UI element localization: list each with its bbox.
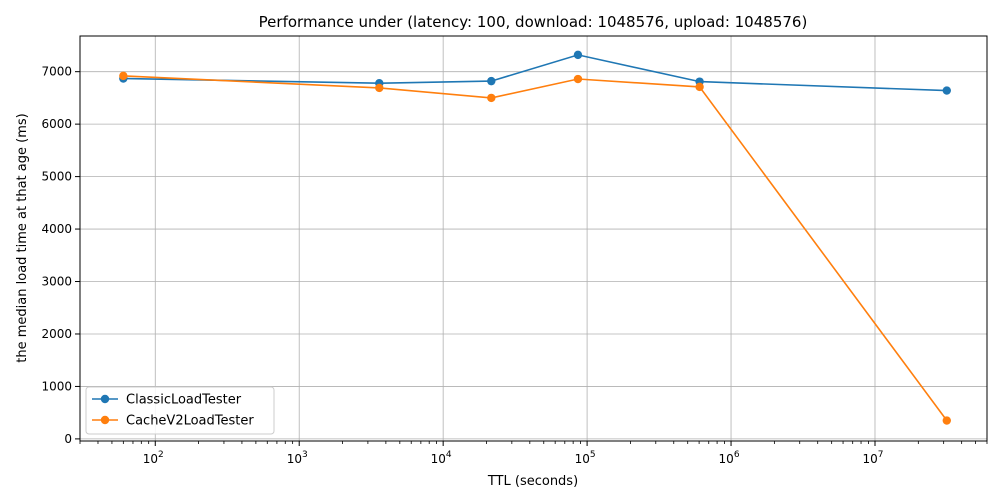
legend-box (85, 386, 275, 435)
legend-marker (100, 415, 110, 425)
x-tick-label: 102 (143, 450, 164, 466)
data-point (573, 74, 583, 84)
data-point (375, 83, 384, 93)
legend: ClassicLoadTester CacheV2LoadTester (85, 386, 275, 435)
data-point (119, 71, 128, 81)
data-point (942, 86, 951, 95)
x-tick-label: 103 (287, 450, 308, 466)
series-group (119, 50, 951, 425)
series-line (123, 75, 948, 421)
x-axis-ticks: 102 103 104 105 106 107 (79, 441, 988, 466)
series-CacheV2LoadTester (119, 71, 951, 425)
y-tick-label: 0 (64, 432, 72, 446)
y-tick-label: 4000 (41, 222, 72, 236)
chart-title: Performance under (latency: 100, downloa… (259, 13, 808, 31)
legend-marker (100, 394, 110, 404)
series-line (123, 54, 947, 92)
legend-label: ClassicLoadTester (126, 393, 242, 408)
plot-frame (79, 35, 988, 442)
grid (80, 36, 987, 441)
y-tick-label: 1000 (41, 379, 72, 393)
data-point (573, 50, 583, 60)
legend-label: CacheV2LoadTester (126, 414, 254, 429)
y-tick-label: 2000 (41, 327, 72, 341)
y-axis-ticks: 0 1000 2000 3000 4000 5000 6000 7000 (41, 65, 80, 446)
y-tick-label: 7000 (41, 65, 72, 79)
x-tick-label: 105 (575, 450, 596, 466)
data-point (942, 416, 951, 425)
x-tick-label: 107 (862, 450, 883, 466)
legend-item: CacheV2LoadTester (92, 414, 254, 429)
legend-item: ClassicLoadTester (92, 393, 242, 408)
x-tick-label: 104 (431, 450, 452, 466)
y-tick-label: 3000 (41, 275, 72, 289)
x-axis-label: TTL (seconds) (487, 474, 578, 489)
data-point (487, 93, 496, 103)
data-point (487, 76, 496, 86)
y-axis-label: the median load time at that age (ms) (15, 113, 30, 362)
x-tick-label: 106 (719, 450, 740, 466)
y-tick-label: 5000 (41, 170, 72, 184)
data-point (695, 82, 704, 92)
y-tick-label: 6000 (41, 117, 72, 131)
